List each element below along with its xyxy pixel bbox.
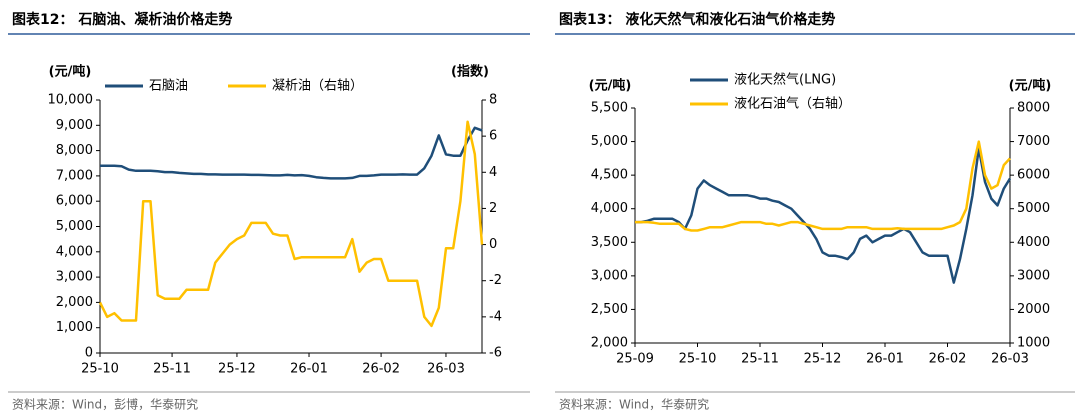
x-tick-label: 25-12 xyxy=(804,352,842,367)
y-axis-label: (元/吨) xyxy=(49,64,92,80)
source-note: 资料来源：Wind，彭博，华泰研究 xyxy=(12,397,198,412)
y-tick-label: 10,000 xyxy=(48,93,94,108)
y2-tick-label: 1000 xyxy=(1017,336,1050,351)
legend-label: 液化天然气(LNG) xyxy=(734,72,836,88)
chart-title: 图表12： 石脑油、凝析油价格走势 xyxy=(12,11,232,28)
y-tick-label: 5,000 xyxy=(591,134,628,149)
y2-tick-label: 6000 xyxy=(1017,168,1050,183)
y2-tick-label: -6 xyxy=(489,346,502,361)
x-tick-label: 25-10 xyxy=(679,352,717,367)
series-line xyxy=(635,147,1012,284)
y-tick-label: 2,000 xyxy=(591,336,628,351)
y-tick-label: 1,000 xyxy=(56,320,93,335)
x-tick-label: 26-01 xyxy=(866,352,904,367)
y2-tick-label: 8 xyxy=(489,93,497,108)
y-axis-label: (元/吨) xyxy=(589,78,632,94)
x-tick-label: 26-01 xyxy=(290,362,328,377)
y2-tick-label: 4000 xyxy=(1017,235,1050,250)
y-tick-label: 4,000 xyxy=(56,244,93,259)
y-tick-label: 7,000 xyxy=(56,168,93,183)
x-tick-label: 26-03 xyxy=(991,352,1029,367)
y-tick-label: 3,500 xyxy=(591,235,628,250)
x-tick-label: 25-11 xyxy=(741,352,779,367)
source-note: 资料来源：Wind，华泰研究 xyxy=(559,397,709,412)
chart-title: 图表13： 液化天然气和液化石油气价格走势 xyxy=(559,11,835,28)
y-tick-label: 3,000 xyxy=(591,268,628,283)
x-tick-label: 25-12 xyxy=(218,362,256,377)
y-tick-label: 2,000 xyxy=(56,295,93,310)
y2-tick-label: 5000 xyxy=(1017,201,1050,216)
legend-label: 石脑油 xyxy=(149,79,188,94)
x-tick-label: 26-02 xyxy=(929,352,967,367)
y2-axis-label: (指数) xyxy=(451,64,489,80)
y2-axis-label: (元/吨) xyxy=(1009,78,1052,94)
y-tick-label: 4,000 xyxy=(591,201,628,216)
series-line xyxy=(100,126,483,180)
y2-tick-label: 4 xyxy=(489,165,497,180)
legend-label: 凝析油（右轴） xyxy=(272,78,363,94)
x-tick-label: 25-11 xyxy=(153,362,191,377)
y2-tick-label: 7000 xyxy=(1017,134,1050,149)
y-tick-label: 3,000 xyxy=(56,270,93,285)
y-tick-label: 5,500 xyxy=(591,101,628,116)
y2-tick-label: 2 xyxy=(489,201,497,216)
legend-label: 液化石油气（右轴） xyxy=(734,96,851,112)
y-tick-label: 9,000 xyxy=(56,118,93,133)
y2-tick-label: -2 xyxy=(489,273,502,288)
y2-tick-label: 3000 xyxy=(1017,268,1050,283)
y2-tick-label: 8000 xyxy=(1017,101,1050,116)
series-line xyxy=(635,140,1011,232)
y-tick-label: 4,500 xyxy=(591,168,628,183)
y-tick-label: 6,000 xyxy=(56,194,93,209)
y-tick-label: 8,000 xyxy=(56,143,93,158)
y2-tick-label: 6 xyxy=(489,129,497,144)
y-tick-label: 5,000 xyxy=(56,219,93,234)
y2-tick-label: 0 xyxy=(489,237,497,252)
x-tick-label: 26-03 xyxy=(427,362,465,377)
x-tick-label: 26-02 xyxy=(362,362,400,377)
y2-tick-label: -4 xyxy=(489,309,502,324)
x-tick-label: 25-10 xyxy=(81,362,119,377)
x-tick-label: 25-09 xyxy=(616,352,654,367)
y-tick-label: 2,500 xyxy=(591,302,628,317)
y2-tick-label: 2000 xyxy=(1017,302,1050,317)
series-line xyxy=(98,120,484,328)
y-tick-label: 0 xyxy=(85,346,93,361)
